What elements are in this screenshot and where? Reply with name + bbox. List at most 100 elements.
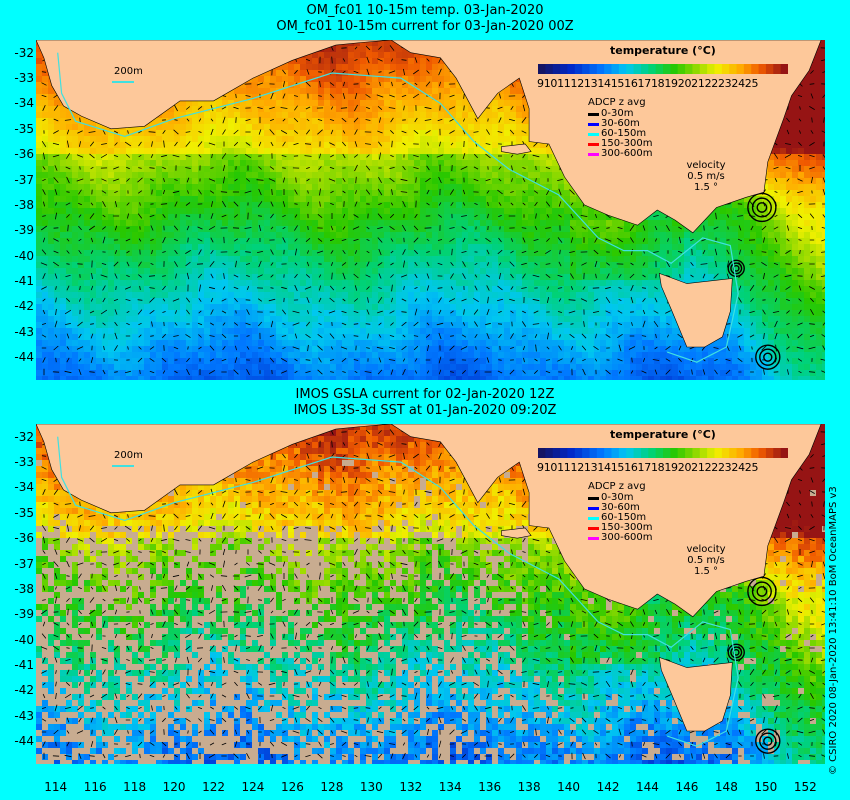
- temperature-cell: [360, 148, 366, 154]
- temperature-cell: [390, 112, 396, 118]
- temperature-cell: [378, 172, 384, 178]
- temperature-cell: [216, 226, 222, 232]
- temperature-cell: [522, 244, 528, 250]
- temperature-cell: [456, 250, 462, 256]
- temperature-cell: [60, 184, 66, 190]
- temperature-cell: [150, 238, 156, 244]
- temperature-cell: [240, 118, 246, 124]
- temperature-cell: [528, 184, 534, 190]
- temperature-cell: [318, 184, 324, 190]
- temperature-cell: [810, 220, 816, 226]
- temperature-cell: [270, 262, 276, 268]
- temperature-cell: [210, 124, 216, 130]
- temperature-cell: [492, 226, 498, 232]
- temperature-cell: [756, 220, 762, 226]
- temperature-cell: [552, 250, 558, 256]
- temperature-cell: [114, 160, 120, 166]
- temperature-cell: [504, 154, 510, 160]
- temperature-cell: [360, 130, 366, 136]
- temperature-cell: [324, 148, 330, 154]
- temperature-cell: [126, 196, 132, 202]
- temperature-cell: [822, 208, 825, 214]
- temperature-cell: [318, 256, 324, 262]
- temperature-cell: [402, 208, 408, 214]
- temperature-cell: [246, 250, 252, 256]
- temperature-cell: [744, 244, 750, 250]
- temperature-cell: [120, 226, 126, 232]
- temperature-cell: [78, 178, 84, 184]
- temperature-cell: [228, 166, 234, 172]
- temperature-cell: [306, 94, 312, 100]
- temperature-cell: [354, 160, 360, 166]
- temperature-cell: [252, 118, 258, 124]
- temperature-cell: [336, 190, 342, 196]
- temperature-cell: [384, 136, 390, 142]
- temperature-cell: [234, 214, 240, 220]
- temperature-cell: [66, 142, 72, 148]
- temperature-cell: [300, 262, 306, 268]
- temperature-cell: [372, 196, 378, 202]
- temperature-cell: [342, 148, 348, 154]
- temperature-cell: [54, 124, 60, 130]
- temperature-cell: [330, 112, 336, 118]
- temperature-cell: [642, 262, 648, 268]
- temperature-cell: [546, 196, 552, 202]
- temperature-cell: [528, 244, 534, 250]
- temperature-cell: [726, 256, 732, 262]
- temperature-cell: [72, 232, 78, 238]
- temperature-cell: [816, 118, 822, 124]
- temperature-cell: [522, 94, 528, 100]
- temperature-cell: [396, 112, 402, 118]
- temperature-cell: [786, 136, 792, 142]
- temperature-cell: [264, 184, 270, 190]
- temperature-cell: [366, 262, 372, 268]
- temperature-cell: [492, 208, 498, 214]
- temperature-cell: [822, 106, 825, 112]
- temperature-cell: [522, 250, 528, 256]
- temperature-cell: [678, 238, 684, 244]
- temperature-cell: [222, 172, 228, 178]
- temperature-cell: [258, 130, 264, 136]
- temperature-cell: [768, 172, 774, 178]
- temperature-cell: [300, 238, 306, 244]
- temperature-cell: [222, 166, 228, 172]
- temperature-cell: [270, 124, 276, 130]
- temperature-cell: [42, 202, 48, 208]
- temperature-cell: [582, 256, 588, 262]
- temperature-cell: [456, 160, 462, 166]
- temperature-cell: [792, 124, 798, 130]
- temperature-cell: [348, 172, 354, 178]
- temperature-cell: [324, 124, 330, 130]
- temperature-cell: [312, 214, 318, 220]
- temperature-cell: [300, 148, 306, 154]
- temperature-cell: [804, 166, 810, 172]
- temperature-cell: [504, 184, 510, 190]
- temperature-cell: [366, 220, 372, 226]
- temperature-cell: [192, 232, 198, 238]
- temperature-cell: [564, 232, 570, 238]
- temperature-cell: [258, 208, 264, 214]
- temperature-cell: [522, 112, 528, 118]
- temperature-cell: [342, 232, 348, 238]
- temperature-cell: [456, 148, 462, 154]
- temperature-cell: [462, 100, 468, 106]
- temperature-cell: [714, 256, 720, 262]
- temperature-cell: [414, 136, 420, 142]
- temperature-cell: [138, 250, 144, 256]
- temperature-cell: [162, 154, 168, 160]
- temperature-cell: [306, 88, 312, 94]
- temperature-cell: [816, 220, 822, 226]
- temperature-cell: [780, 148, 786, 154]
- temperature-cell: [204, 238, 210, 244]
- temperature-cell: [180, 250, 186, 256]
- temperature-cell: [504, 112, 510, 118]
- temperature-cell: [204, 166, 210, 172]
- temperature-cell: [396, 184, 402, 190]
- temperature-cell: [90, 232, 96, 238]
- temperature-cell: [810, 190, 816, 196]
- temperature-cell: [558, 190, 564, 196]
- temperature-cell: [240, 124, 246, 130]
- temperature-cell: [624, 226, 630, 232]
- temperature-cell: [402, 202, 408, 208]
- temperature-cell: [378, 262, 384, 268]
